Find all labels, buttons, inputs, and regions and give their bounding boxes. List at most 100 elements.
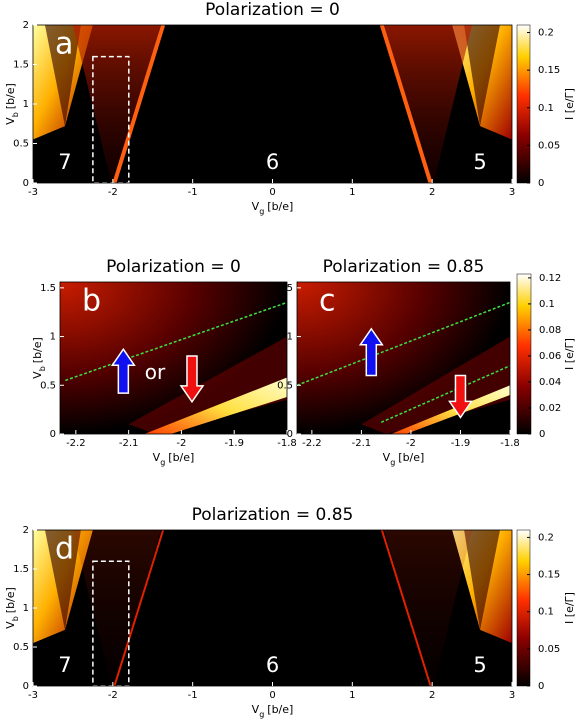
axis-unit: [b/e] bbox=[31, 337, 44, 363]
y-tick-label: 0.5 bbox=[277, 380, 293, 391]
colorbar-tick-label: 0.05 bbox=[538, 140, 560, 151]
axis-subscript: g bbox=[259, 710, 264, 719]
axis-subscript: b bbox=[11, 616, 20, 621]
colorbar-tick-label: 0.02 bbox=[539, 403, 561, 414]
panel: Polarization = 0.85 d 7 6 5 -3 -2 -1 0 1 2 3 0 0.5 1 1.… bbox=[4, 505, 576, 719]
ylabel: Vb [b/e] bbox=[31, 337, 47, 379]
panel-letter: c bbox=[319, 284, 336, 319]
axis-subscript: g bbox=[160, 458, 165, 467]
x-tick-label: -1.9 bbox=[224, 438, 244, 449]
x-tick-label: 3 bbox=[509, 187, 515, 198]
x-tick-label: -1.9 bbox=[451, 438, 471, 449]
axis-unit: [b/e] bbox=[4, 83, 17, 109]
colorbar-tick-label: 0.1 bbox=[538, 607, 554, 618]
y-tick-label: 1.5 bbox=[13, 60, 29, 71]
panel-title: Polarization = 0 bbox=[205, 0, 340, 20]
bright-band bbox=[144, 377, 287, 434]
axis-unit: [b/e] bbox=[4, 587, 17, 613]
y-tick-label: 1 bbox=[23, 99, 29, 110]
glow-band bbox=[128, 336, 287, 434]
panel-title: Polarization = 0.85 bbox=[323, 257, 485, 277]
y-tick-label: 2 bbox=[23, 20, 29, 31]
annotation: or bbox=[145, 360, 166, 384]
axis-symbol: V bbox=[383, 451, 391, 464]
glow-band bbox=[361, 336, 510, 434]
dark-cone bbox=[464, 530, 501, 630]
region-label: 5 bbox=[473, 653, 486, 677]
x-tick-label: -2 bbox=[108, 187, 118, 198]
ylabel: Vb [b/e] bbox=[4, 587, 20, 629]
y-tick-label: 0.5 bbox=[40, 380, 56, 391]
x-tick-label: 2 bbox=[429, 187, 435, 198]
region-label: 5 bbox=[473, 150, 486, 174]
region-label: 6 bbox=[266, 653, 279, 677]
x-tick-label: -2.2 bbox=[302, 438, 322, 449]
colorbar-label: I [e/Γ] bbox=[563, 338, 576, 370]
plot-frame bbox=[296, 281, 511, 435]
resonance-line bbox=[380, 530, 432, 686]
bright-band bbox=[391, 385, 510, 434]
colorbar-label: I [e/Γ] bbox=[563, 592, 576, 624]
wedge bbox=[72, 530, 161, 686]
colorbar-tick-label: 0 bbox=[539, 429, 545, 440]
axis-subscript: b bbox=[38, 366, 47, 371]
x-tick-label: 3 bbox=[509, 690, 515, 701]
x-tick-label: -1 bbox=[188, 690, 198, 701]
colorbar-label: I [e/Γ] bbox=[563, 88, 576, 120]
xlabel: Vg [b/e] bbox=[252, 200, 294, 216]
axis-symbol: V bbox=[252, 200, 260, 213]
panel-letter: a bbox=[55, 27, 73, 62]
x-tick-label: -1 bbox=[188, 187, 198, 198]
xlabel: Vg [b/e] bbox=[383, 451, 425, 467]
colorbar-tick-label: 0.1 bbox=[539, 299, 555, 310]
x-tick-label: 1 bbox=[349, 690, 355, 701]
panel-letter: b bbox=[82, 284, 101, 319]
zoom-box bbox=[92, 560, 130, 686]
y-tick-label: 1.5 bbox=[13, 564, 29, 575]
dashed-guide bbox=[65, 301, 287, 382]
axis-symbol: V bbox=[252, 703, 260, 716]
y-tick-label: 1.5 bbox=[277, 283, 293, 294]
y-tick-label: 0 bbox=[287, 429, 293, 440]
colorbar-tick-label: 0.1 bbox=[538, 103, 554, 114]
heatmap bbox=[297, 282, 510, 434]
axis-subscript: b bbox=[11, 112, 20, 117]
colorbar-tick-label: 0.08 bbox=[539, 325, 561, 336]
colorbar-tick-label: 0.2 bbox=[538, 532, 554, 543]
y-tick-label: 2 bbox=[23, 525, 29, 536]
resonance-line bbox=[113, 530, 165, 686]
x-tick-label: -2.1 bbox=[119, 438, 139, 449]
xlabel: Vg [b/e] bbox=[252, 703, 294, 719]
resonance-line bbox=[379, 25, 433, 183]
region-label: 7 bbox=[58, 150, 71, 174]
dashed-guide bbox=[380, 365, 510, 423]
x-tick-label: -2.1 bbox=[352, 438, 372, 449]
x-tick-label: -2 bbox=[108, 690, 118, 701]
panel-title: Polarization = 0.85 bbox=[192, 505, 354, 525]
spin-up-arrow bbox=[110, 347, 136, 394]
axis-unit: [b/e] bbox=[168, 451, 194, 464]
region-label: 6 bbox=[266, 150, 279, 174]
dashed-guide bbox=[297, 301, 510, 386]
x-tick-label: -2.2 bbox=[66, 438, 86, 449]
y-tick-label: 0 bbox=[50, 429, 56, 440]
region-label: 7 bbox=[58, 653, 71, 677]
y-tick-label: 1.5 bbox=[40, 283, 56, 294]
colorbar-tick-label: 0.04 bbox=[539, 377, 561, 388]
axis-symbol: V bbox=[4, 621, 17, 629]
x-tick-label: 2 bbox=[429, 690, 435, 701]
colorbar-tick-label: 0 bbox=[538, 681, 544, 692]
heatmap bbox=[60, 282, 287, 434]
resonance-line bbox=[112, 25, 166, 183]
axis-subscript: g bbox=[390, 458, 395, 467]
x-tick-label: -3 bbox=[28, 690, 38, 701]
dark-cone bbox=[44, 25, 81, 127]
axis-unit: [b/e] bbox=[398, 451, 424, 464]
colorbar-tick-label: 0.15 bbox=[538, 570, 560, 581]
x-tick-label: -1.8 bbox=[277, 438, 297, 449]
panel-title: Polarization = 0 bbox=[106, 257, 241, 277]
x-tick-label: 0 bbox=[269, 690, 275, 701]
wedge bbox=[384, 25, 473, 183]
